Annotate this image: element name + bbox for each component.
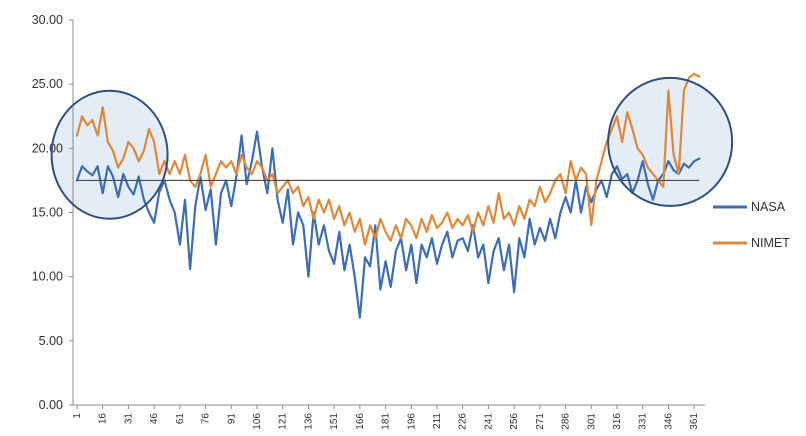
x-tick-label: 301 bbox=[586, 413, 597, 430]
series-line-nasa bbox=[75, 130, 701, 319]
y-tick-label: 15.00 bbox=[32, 206, 63, 220]
x-tick-label: 46 bbox=[149, 413, 160, 425]
legend-label-nasa: NASA bbox=[751, 200, 786, 214]
y-tick-label: 5.00 bbox=[39, 334, 63, 348]
y-axis-ticks: 0.00 5.00 10.00 15.00 20.00 25.00 30.00 bbox=[32, 13, 73, 412]
x-tick-label: 136 bbox=[303, 413, 314, 430]
y-tick-label: 0.00 bbox=[39, 398, 63, 412]
x-tick-label: 196 bbox=[406, 413, 417, 430]
x-tick-label: 346 bbox=[663, 413, 674, 430]
x-tick-label: 241 bbox=[483, 413, 494, 430]
x-tick-label: 16 bbox=[98, 413, 109, 425]
x-tick-label: 106 bbox=[252, 413, 263, 430]
series-lines bbox=[75, 72, 701, 319]
legend-label-nimet: NIMET bbox=[751, 236, 790, 250]
x-axis-ticks: 1 16 31 46 61 76 91 106 121 136 151 166 181 196 211 226… bbox=[72, 405, 700, 430]
highlight-circle bbox=[50, 89, 169, 220]
y-tick-label: 10.00 bbox=[32, 270, 63, 284]
x-tick-label: 331 bbox=[638, 413, 649, 430]
x-tick-label: 286 bbox=[561, 413, 572, 430]
x-tick-label: 151 bbox=[329, 413, 340, 430]
x-tick-label: 361 bbox=[689, 413, 700, 430]
x-tick-label: 91 bbox=[226, 413, 237, 425]
x-tick-label: 226 bbox=[458, 413, 469, 430]
x-tick-label: 121 bbox=[278, 413, 289, 430]
x-tick-label: 61 bbox=[175, 413, 186, 425]
x-tick-label: 76 bbox=[201, 413, 212, 425]
x-tick-label: 316 bbox=[612, 413, 623, 430]
y-tick-label: 25.00 bbox=[32, 77, 63, 91]
x-tick-label: 211 bbox=[432, 413, 443, 429]
y-tick-label: 30.00 bbox=[32, 13, 63, 27]
x-tick-label: 166 bbox=[355, 413, 366, 430]
x-tick-label: 256 bbox=[509, 413, 520, 430]
x-tick-label: 1 bbox=[72, 413, 83, 419]
axes bbox=[72, 20, 705, 406]
y-tick-label: 20.00 bbox=[32, 141, 63, 155]
legend: NASA NIMET bbox=[713, 200, 790, 250]
x-tick-label: 181 bbox=[381, 413, 392, 430]
x-tick-label: 31 bbox=[123, 413, 134, 425]
highlight-circle bbox=[607, 76, 734, 207]
x-tick-label: 271 bbox=[535, 413, 546, 430]
series-line-nimet bbox=[75, 72, 701, 246]
highlight-circle-outlines bbox=[50, 76, 734, 220]
